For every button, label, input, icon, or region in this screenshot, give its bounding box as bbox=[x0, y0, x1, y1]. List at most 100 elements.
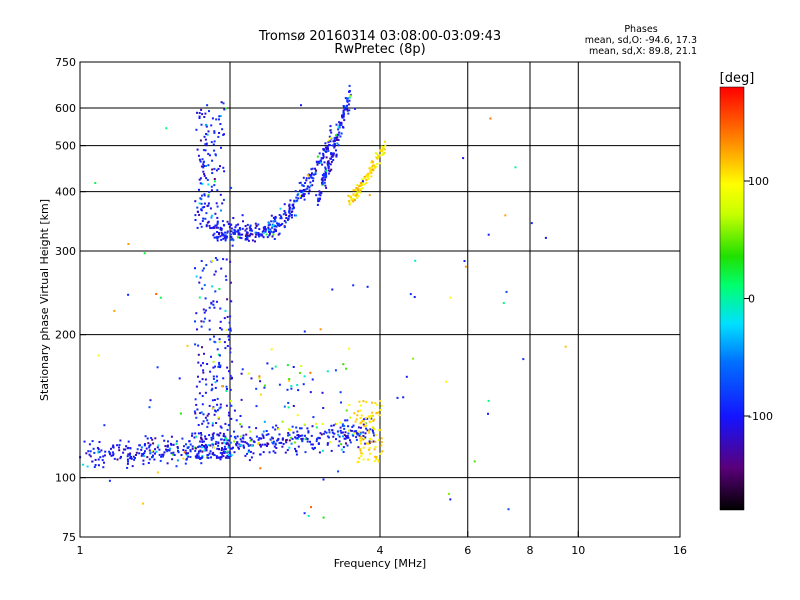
data-point bbox=[201, 446, 203, 449]
data-point bbox=[202, 163, 205, 166]
data-point bbox=[205, 165, 207, 167]
colorbar-tick-label: 100 bbox=[748, 175, 769, 188]
data-point bbox=[312, 173, 315, 176]
data-point bbox=[326, 164, 329, 166]
data-point bbox=[319, 191, 322, 194]
data-point bbox=[198, 188, 200, 191]
data-point bbox=[357, 189, 360, 192]
data-point bbox=[221, 128, 224, 131]
data-point bbox=[206, 419, 209, 422]
data-point bbox=[365, 427, 368, 430]
data-point bbox=[224, 309, 227, 312]
data-point bbox=[214, 154, 217, 157]
data-point bbox=[347, 436, 350, 439]
data-point bbox=[302, 194, 305, 197]
data-point bbox=[359, 188, 362, 191]
data-point bbox=[218, 338, 221, 341]
data-point bbox=[310, 168, 313, 171]
data-point bbox=[201, 206, 204, 209]
data-point bbox=[339, 421, 342, 424]
data-point bbox=[228, 411, 230, 414]
data-point bbox=[464, 265, 467, 268]
x-tick-label: 8 bbox=[527, 544, 534, 557]
data-point bbox=[366, 417, 369, 420]
data-point bbox=[363, 177, 366, 180]
data-point bbox=[155, 293, 158, 295]
data-point bbox=[208, 434, 211, 437]
data-point bbox=[329, 170, 331, 173]
data-point bbox=[315, 426, 318, 429]
chart-subtitle: RwPretec (8p) bbox=[334, 42, 425, 57]
data-point bbox=[110, 454, 113, 457]
data-point bbox=[325, 148, 328, 151]
data-point bbox=[221, 220, 224, 223]
data-point bbox=[215, 456, 218, 459]
data-point bbox=[351, 199, 354, 202]
data-point bbox=[316, 155, 319, 158]
data-point bbox=[266, 236, 269, 239]
data-point bbox=[205, 224, 208, 227]
data-point bbox=[366, 174, 369, 177]
data-point bbox=[365, 424, 368, 427]
data-point bbox=[299, 434, 302, 437]
data-point bbox=[324, 184, 327, 187]
data-point bbox=[349, 441, 352, 444]
data-point bbox=[322, 154, 325, 157]
data-point bbox=[327, 141, 330, 144]
data-point bbox=[201, 182, 204, 185]
y-tick-label: 600 bbox=[55, 102, 76, 115]
data-point bbox=[332, 144, 334, 147]
data-point bbox=[274, 229, 277, 232]
data-point bbox=[253, 440, 255, 443]
data-point bbox=[347, 194, 350, 197]
data-point bbox=[326, 370, 329, 373]
data-point bbox=[263, 384, 266, 387]
data-point bbox=[263, 228, 266, 231]
data-point bbox=[272, 440, 275, 443]
data-point bbox=[311, 176, 314, 179]
colorbar bbox=[719, 86, 745, 511]
data-point bbox=[201, 269, 204, 272]
data-point bbox=[176, 446, 179, 448]
data-point bbox=[362, 434, 365, 437]
data-point bbox=[352, 434, 355, 437]
data-point bbox=[219, 123, 222, 125]
data-point bbox=[262, 231, 265, 234]
colorbar-tick-label: -100 bbox=[748, 410, 773, 423]
data-point bbox=[337, 470, 340, 473]
data-point bbox=[203, 202, 206, 205]
data-point bbox=[359, 449, 362, 452]
data-point bbox=[170, 452, 173, 455]
data-point bbox=[205, 212, 208, 215]
data-point bbox=[326, 146, 329, 149]
data-point bbox=[203, 440, 205, 443]
data-point bbox=[229, 452, 232, 455]
data-point bbox=[139, 444, 141, 447]
data-point bbox=[374, 455, 377, 458]
data-point bbox=[382, 151, 385, 154]
data-point bbox=[449, 498, 452, 501]
data-point bbox=[257, 443, 260, 445]
data-point bbox=[365, 401, 368, 404]
data-point bbox=[473, 460, 476, 463]
data-point bbox=[264, 225, 267, 228]
data-point bbox=[324, 142, 327, 145]
data-point bbox=[323, 181, 326, 184]
data-point bbox=[370, 438, 373, 441]
data-point bbox=[153, 458, 156, 461]
y-tick-label: 300 bbox=[55, 245, 76, 258]
data-point bbox=[206, 221, 209, 224]
data-point bbox=[254, 240, 256, 243]
data-point bbox=[312, 177, 315, 180]
data-point bbox=[233, 228, 236, 231]
data-point bbox=[355, 194, 358, 197]
data-point bbox=[186, 344, 189, 347]
data-point bbox=[305, 179, 308, 182]
data-point bbox=[361, 187, 364, 190]
data-point bbox=[361, 183, 364, 186]
data-point bbox=[177, 451, 180, 454]
data-point bbox=[196, 328, 198, 331]
data-point bbox=[355, 432, 358, 435]
data-point bbox=[355, 418, 358, 421]
data-point bbox=[271, 225, 274, 228]
